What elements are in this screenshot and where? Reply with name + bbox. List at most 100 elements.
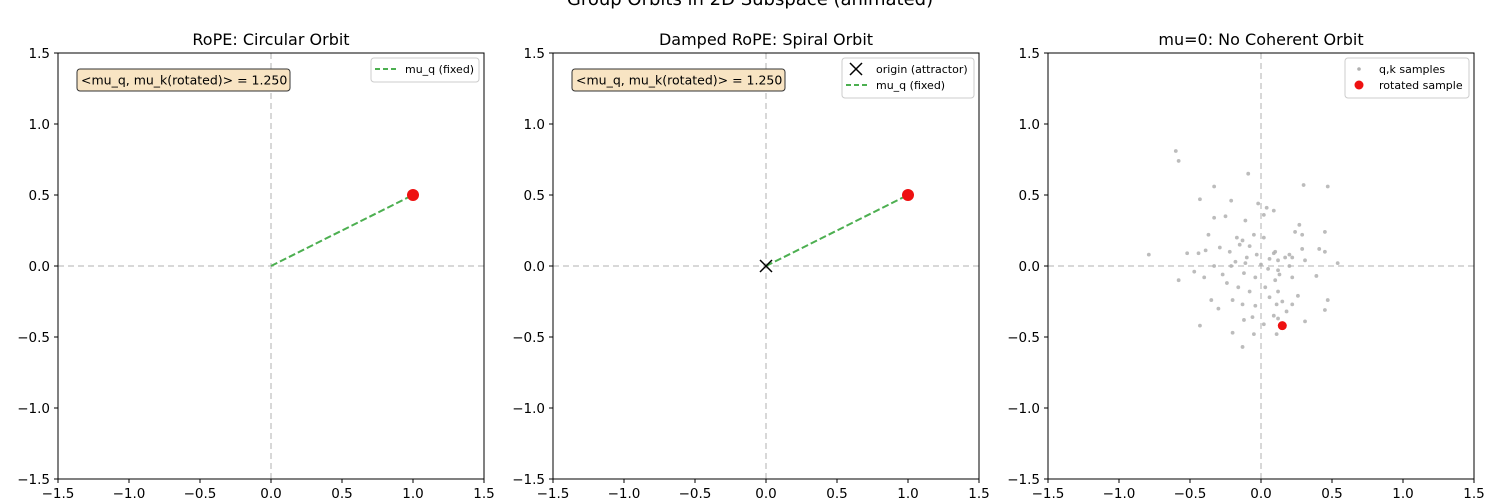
sample-point-60 bbox=[1290, 275, 1295, 280]
sample-point-59 bbox=[1273, 278, 1278, 283]
y-tick-label: 1.0 bbox=[524, 117, 545, 133]
legend-frame bbox=[370, 57, 480, 83]
y-tick-label: −1.0 bbox=[512, 401, 545, 417]
sample-point-4 bbox=[1246, 171, 1251, 176]
sample-point-2 bbox=[1176, 159, 1181, 163]
x-tick-label: −0.5 bbox=[1174, 486, 1207, 500]
sample-point-6 bbox=[1325, 184, 1330, 189]
y-tick-label: −1.5 bbox=[1007, 472, 1040, 488]
sample-point-66 bbox=[1296, 293, 1300, 298]
y-tick-label: −1.0 bbox=[17, 401, 50, 417]
y-tick-label: 1.0 bbox=[29, 117, 50, 133]
y-tick-label: 0.0 bbox=[29, 259, 50, 275]
sample-point-42 bbox=[1290, 255, 1295, 260]
sample-point-75 bbox=[1290, 302, 1295, 307]
sample-point-32 bbox=[1323, 249, 1327, 254]
sample-point-85 bbox=[1252, 332, 1256, 337]
sample-point-30 bbox=[1300, 247, 1305, 251]
sample-point-62 bbox=[1236, 285, 1241, 290]
sample-point-86 bbox=[1274, 332, 1279, 337]
sample-point-80 bbox=[1271, 313, 1276, 318]
sample-point-74 bbox=[1280, 299, 1285, 304]
x-tick-label: 0.5 bbox=[826, 486, 847, 500]
sample-point-40 bbox=[1276, 258, 1280, 263]
sample-point-31 bbox=[1317, 247, 1322, 251]
x-tick-label: −1.5 bbox=[537, 486, 570, 500]
panel-1-series-1-line bbox=[270, 194, 414, 267]
y-tick-label: 1.5 bbox=[524, 46, 545, 62]
sample-point-53 bbox=[1335, 261, 1340, 266]
x-tick-label: −1.0 bbox=[113, 486, 146, 500]
x-tick-label: 0.5 bbox=[1321, 486, 1342, 500]
x-tick-label: −1.5 bbox=[42, 486, 75, 500]
sample-point-68 bbox=[1216, 306, 1221, 311]
legend-label: rotated sample bbox=[1379, 79, 1463, 92]
sample-point-11 bbox=[1261, 212, 1266, 217]
sample-point-19 bbox=[1300, 232, 1305, 237]
x-tick-label: 1.0 bbox=[897, 486, 918, 500]
legend-swatch-sample bbox=[1357, 67, 1361, 71]
sample-point-27 bbox=[1254, 252, 1259, 257]
sample-point-46 bbox=[1212, 264, 1217, 268]
y-tick-label: 0.5 bbox=[524, 188, 545, 204]
sample-point-55 bbox=[1202, 275, 1207, 280]
sample-point-37 bbox=[1227, 249, 1232, 254]
sample-point-90 bbox=[1225, 281, 1229, 285]
sample-point-93 bbox=[1233, 259, 1238, 264]
annotation-text: <mu_q, mu_k(rotated)> = 1.250 bbox=[576, 73, 782, 88]
panel-1-red-marker bbox=[407, 189, 419, 201]
sample-point-92 bbox=[1273, 249, 1278, 254]
sample-point-81 bbox=[1276, 316, 1280, 321]
legend-label: mu_q (fixed) bbox=[405, 63, 474, 76]
panel-title: mu=0: No Coherent Orbit bbox=[1158, 30, 1363, 49]
legend: q,k samples rotated sample bbox=[1344, 57, 1470, 99]
sample-point-44 bbox=[1146, 252, 1151, 257]
y-tick-label: −1.0 bbox=[1007, 401, 1040, 417]
sample-point-24 bbox=[1247, 244, 1252, 249]
y-tick-label: 0.5 bbox=[29, 188, 50, 204]
y-tick-label: 1.5 bbox=[29, 46, 50, 62]
panel-2: −1.5 −1.0 −0.5 0.0 0.5 1.0 1.5 −1.5 −1.0 −0.5 0.0 0… bbox=[512, 30, 990, 500]
sample-point-70 bbox=[1240, 302, 1245, 307]
sample-point-77 bbox=[1323, 308, 1327, 312]
sample-point-67 bbox=[1209, 298, 1214, 302]
sample-point-76 bbox=[1325, 298, 1330, 302]
sample-point-87 bbox=[1240, 345, 1245, 349]
sample-point-71 bbox=[1253, 303, 1258, 308]
sample-point-45 bbox=[1192, 269, 1197, 274]
sample-point-51 bbox=[1276, 268, 1280, 273]
y-tick-label: −1.5 bbox=[17, 472, 50, 488]
sample-point-49 bbox=[1259, 262, 1263, 267]
sample-point-16 bbox=[1297, 222, 1302, 227]
x-tick-label: 1.0 bbox=[402, 486, 423, 500]
sample-point-89 bbox=[1284, 309, 1289, 314]
annotation-box: <mu_q, mu_k(rotated)> = 1.250 bbox=[571, 68, 786, 92]
sample-point-61 bbox=[1314, 274, 1319, 278]
sample-point-57 bbox=[1242, 271, 1246, 275]
sample-point-65 bbox=[1276, 289, 1280, 294]
sample-point-22 bbox=[1240, 238, 1245, 243]
sample-point-78 bbox=[1242, 318, 1246, 322]
legend-label: origin (attractor) bbox=[876, 63, 968, 76]
panel-2-red-marker bbox=[902, 189, 914, 201]
sample-point-91 bbox=[1277, 272, 1282, 277]
sample-point-26 bbox=[1237, 242, 1242, 247]
legend-frame bbox=[841, 57, 975, 99]
y-tick-label: −0.5 bbox=[512, 330, 545, 346]
sample-point-14 bbox=[1271, 208, 1276, 213]
origin-x-marker bbox=[759, 259, 773, 273]
sample-point-35 bbox=[1203, 248, 1208, 253]
legend: origin (attractor) mu_q (fixed) bbox=[841, 57, 975, 99]
sample-point-54 bbox=[1176, 278, 1181, 283]
y-tick-label: −0.5 bbox=[1007, 330, 1040, 346]
sample-point-33 bbox=[1185, 251, 1190, 256]
sample-point-36 bbox=[1217, 245, 1222, 250]
x-tick-label: 1.0 bbox=[1392, 486, 1413, 500]
y-tick-label: 0.5 bbox=[1019, 188, 1040, 204]
sample-point-38 bbox=[1244, 255, 1249, 260]
sample-point-12 bbox=[1223, 214, 1228, 219]
sample-point-34 bbox=[1196, 251, 1201, 256]
y-tick-label: 0.0 bbox=[1019, 259, 1040, 275]
sample-point-25 bbox=[1261, 235, 1266, 240]
